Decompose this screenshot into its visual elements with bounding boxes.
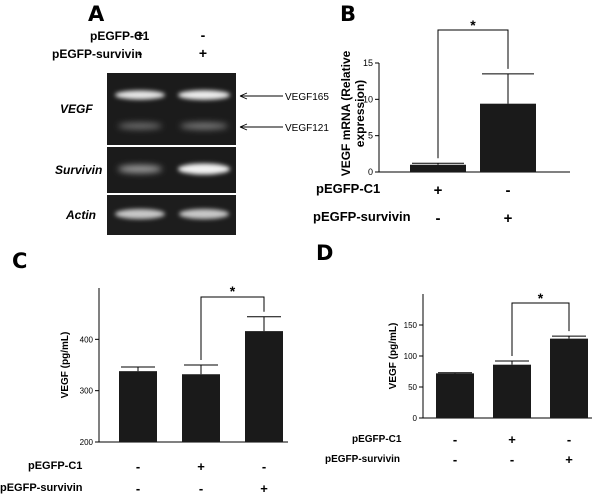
condition-sign: -	[436, 210, 441, 227]
panel-a-row-label-survivin: pEGFP-survivin	[52, 47, 142, 61]
chart-b: 0 5 10 15 VEGF mRNA (Relative expression) * pEG…	[313, 17, 570, 227]
condition-sign: -	[199, 481, 203, 496]
panel-a-sign: +	[199, 45, 207, 61]
y-axis-label: VEGF mRNA (Relative	[339, 50, 353, 176]
band-vegf165-lane2	[178, 90, 230, 100]
condition-sign: -	[453, 432, 457, 447]
bar	[410, 164, 466, 172]
band-vegf165-lane1	[115, 90, 165, 100]
panel-a-sign: -	[201, 27, 206, 43]
y-tick-label: 200	[80, 438, 94, 447]
condition-sign: +	[197, 459, 205, 474]
y-tick-label: 5	[368, 131, 373, 141]
panel-label-d: D	[316, 241, 333, 265]
bar	[550, 338, 588, 418]
panel-a-row-label-c1: pEGFP-C1	[90, 29, 150, 43]
bar	[182, 374, 220, 442]
bar	[436, 373, 474, 418]
band-survivin-lane2	[178, 163, 230, 175]
y-tick-label: 0	[413, 414, 418, 423]
condition-sign: -	[262, 459, 266, 474]
condition-sign: -	[453, 452, 457, 467]
band-vegf121-lane2	[180, 122, 228, 130]
arrow-head-vegf121	[239, 123, 248, 131]
condition-sign: -	[567, 432, 571, 447]
condition-sign: -	[506, 182, 511, 199]
bar	[245, 331, 283, 442]
panel-label-b: B	[340, 2, 356, 26]
y-tick-label: 10	[363, 94, 373, 104]
condition-sign: +	[434, 182, 443, 199]
arrow-head-vegf165	[239, 92, 248, 100]
y-tick-label: 15	[363, 58, 373, 68]
condition-label: pEGFP-survivin	[0, 482, 83, 494]
condition-label: pEGFP-C1	[352, 434, 402, 445]
gel-label-actin: Actin	[65, 208, 96, 222]
condition-label: pEGFP-C1	[316, 181, 380, 196]
chart-c: 200 300 400 VEGF (pg/mL) * pEGFP-C1 - + - pEGFP-s…	[0, 283, 288, 496]
significance-star: *	[470, 17, 476, 33]
y-tick-label: 0	[368, 167, 373, 177]
condition-sign: -	[510, 452, 514, 467]
band-actin-lane1	[115, 209, 165, 219]
y-tick-label: 50	[408, 383, 417, 392]
band-survivin-lane1	[118, 165, 162, 173]
y-tick-label: 400	[80, 335, 94, 344]
condition-label: pEGFP-C1	[28, 460, 82, 472]
panel-a-sign: -	[138, 45, 143, 61]
panel-label-a: A	[88, 2, 105, 26]
y-axis-label: VEGF (pg/mL)	[388, 323, 399, 390]
significance-bracket	[437, 29, 509, 159]
band-actin-lane2	[179, 209, 229, 219]
condition-sign: +	[260, 481, 268, 496]
y-axis-label: expression)	[353, 80, 367, 147]
y-tick-label: 100	[404, 352, 418, 361]
gel-label-vegf: VEGF	[60, 102, 93, 116]
condition-sign: +	[565, 452, 573, 467]
significance-bracket	[511, 302, 570, 356]
condition-sign: +	[504, 210, 513, 227]
bar	[493, 364, 531, 418]
y-axis-label: VEGF (pg/mL)	[60, 332, 71, 399]
gel-label-survivin: Survivin	[55, 163, 102, 177]
bar	[480, 103, 536, 172]
condition-sign: -	[136, 481, 140, 496]
panel-a-gel: pEGFP-C1 pEGFP-survivin + - - + VEGF Sur…	[52, 27, 329, 235]
condition-sign: -	[136, 459, 140, 474]
panel-a-sign: +	[136, 27, 144, 43]
band-vegf121-lane1	[118, 122, 162, 130]
significance-star: *	[538, 290, 544, 306]
panel-label-c: C	[12, 249, 27, 273]
chart-d: 0 50 100 150 VEGF (pg/mL) * pEGFP-C1 - + - pEGFP-s…	[325, 290, 592, 467]
gel-vegf	[107, 73, 236, 145]
y-tick-label: 150	[404, 321, 418, 330]
band-label-vegf121: VEGF121	[285, 123, 329, 134]
significance-bracket	[200, 296, 265, 360]
significance-star: *	[230, 283, 236, 299]
bar	[119, 371, 157, 442]
y-tick-label: 300	[80, 387, 94, 396]
band-label-vegf165: VEGF165	[285, 92, 329, 103]
condition-label: pEGFP-survivin	[313, 209, 411, 224]
condition-label: pEGFP-survivin	[325, 454, 400, 465]
condition-sign: +	[508, 432, 516, 447]
